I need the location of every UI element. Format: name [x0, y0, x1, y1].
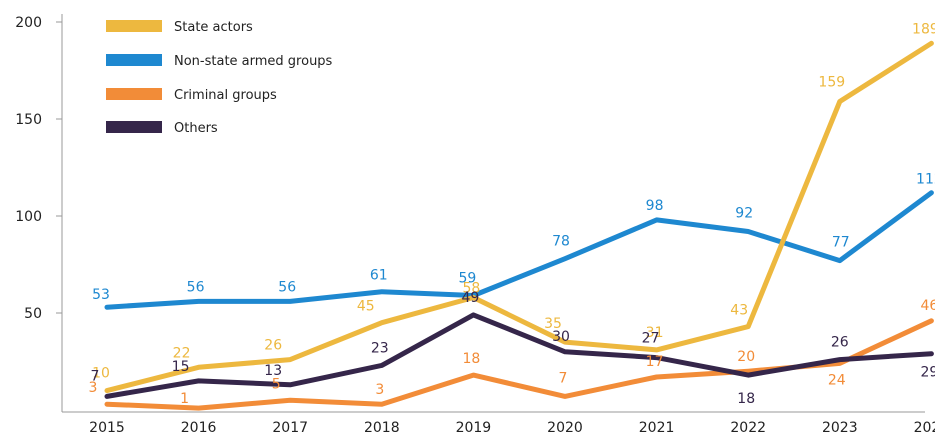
series-lines [104, 40, 934, 411]
series-line-state-actors [104, 40, 934, 394]
x-tick-label: 2017 [272, 420, 308, 436]
data-label-others: 30 [552, 329, 570, 345]
data-label-non-state-armed-groups: 78 [552, 234, 570, 250]
data-label-non-state-armed-groups: 56 [278, 279, 296, 295]
x-tick-label: 2018 [364, 420, 400, 436]
data-label-state-actors: 58 [462, 280, 480, 296]
data-label-non-state-armed-groups: 61 [370, 268, 388, 284]
data-label-non-state-armed-groups: 112 [916, 172, 935, 188]
legend-swatch-non-state-armed-groups [106, 54, 162, 66]
legend-swatch-criminal-groups [106, 88, 162, 100]
y-tick-label: 50 [24, 306, 42, 322]
axes [61, 14, 925, 413]
data-label-non-state-armed-groups: 92 [735, 206, 753, 222]
data-label-non-state-armed-groups: 98 [646, 198, 664, 214]
data-label-state-actors: 35 [544, 316, 562, 332]
y-tick-label: 150 [15, 112, 42, 128]
data-label-others: 7 [91, 368, 100, 384]
y-tick-label: 100 [15, 209, 42, 225]
data-label-criminal-groups: 46 [920, 298, 935, 314]
data-label-state-actors: 10 [92, 366, 110, 382]
data-label-non-state-armed-groups: 59 [458, 271, 476, 287]
data-label-criminal-groups: 1 [180, 391, 189, 407]
data-label-state-actors: 159 [818, 75, 845, 91]
data-label-state-actors: 22 [173, 345, 191, 361]
y-ticks: 50 100 150 200 [15, 15, 62, 322]
data-label-criminal-groups: 17 [646, 354, 664, 370]
data-label-criminal-groups: 20 [737, 349, 755, 365]
data-label-criminal-groups: 7 [559, 370, 568, 386]
legend-label-non-state-armed-groups: Non-state armed groups [174, 54, 333, 69]
x-tick-label: 2015 [89, 420, 125, 436]
data-label-state-actors: 45 [357, 299, 375, 315]
data-label-non-state-armed-groups: 77 [832, 235, 850, 251]
data-label-others: 15 [172, 359, 190, 375]
x-tick-label: 2019 [456, 420, 492, 436]
x-tick-label: 2022 [730, 420, 766, 436]
data-label-non-state-armed-groups: 56 [187, 279, 205, 295]
data-label-others: 13 [264, 363, 282, 379]
legend-swatch-state-actors [106, 20, 162, 32]
series-line-non-state-armed-groups [104, 190, 934, 310]
series-line-others [104, 312, 934, 399]
x-tick-label: 2023 [822, 420, 858, 436]
data-label-state-actors: 43 [730, 303, 748, 319]
x-tick-label: 2020 [547, 420, 583, 436]
data-label-others: 29 [920, 365, 935, 381]
data-label-others: 27 [642, 331, 660, 347]
x-tick-label: 2021 [639, 420, 675, 436]
legend-label-criminal-groups: Criminal groups [174, 88, 277, 103]
data-label-non-state-armed-groups: 53 [92, 287, 110, 303]
data-label-criminal-groups: 3 [89, 380, 98, 396]
legend-label-state-actors: State actors [174, 20, 253, 35]
y-tick-label: 200 [15, 15, 42, 31]
data-label-others: 26 [831, 335, 849, 351]
data-label-others: 23 [371, 340, 389, 356]
data-label-state-actors: 189 [912, 21, 935, 37]
x-tick-label: 2016 [181, 420, 217, 436]
data-label-criminal-groups: 18 [462, 351, 480, 367]
legend-swatch-others [106, 121, 162, 133]
data-label-state-actors: 26 [264, 338, 282, 354]
data-label-criminal-groups: 5 [272, 376, 281, 392]
data-label-state-actors: 31 [646, 325, 664, 341]
data-label-others: 49 [461, 290, 479, 306]
data-label-others: 18 [737, 391, 755, 407]
legend: State actors Non-state armed groups Crimin… [106, 20, 333, 136]
data-label-criminal-groups: 3 [375, 382, 384, 398]
legend-label-others: Others [174, 121, 218, 136]
data-label-criminal-groups: 24 [828, 372, 846, 388]
